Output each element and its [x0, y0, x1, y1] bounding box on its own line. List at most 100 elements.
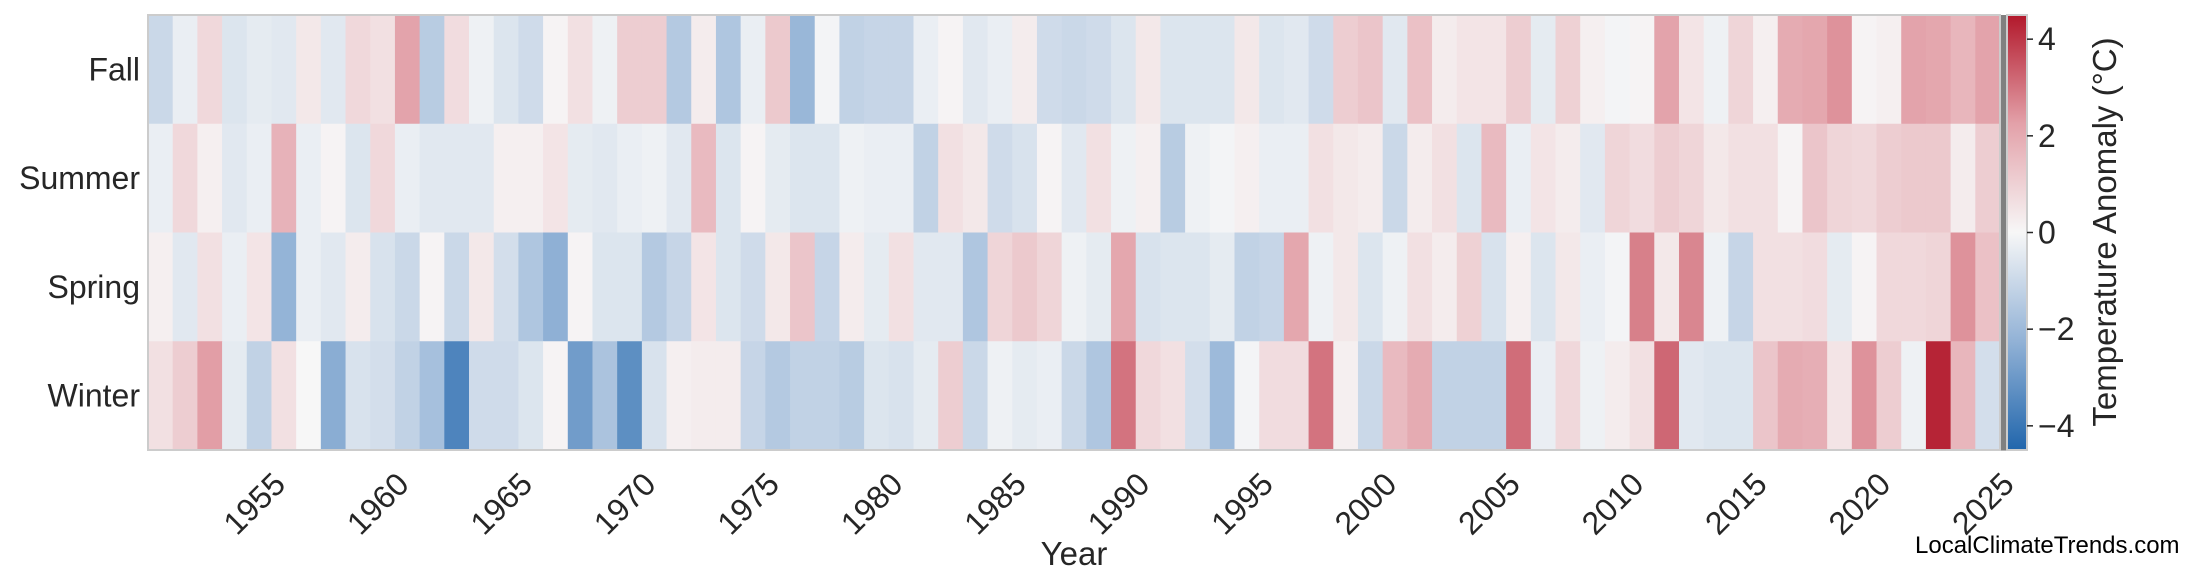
heatmap-cell-winter-1968: [567, 341, 594, 451]
heatmap-cell-winter-1995: [1234, 341, 1260, 451]
heatmap-cell-spring-1984: [962, 232, 989, 342]
heatmap-cell-fall-2005: [1481, 15, 1507, 125]
heatmap-cell-summer-2015: [1728, 123, 1754, 234]
heatmap-cell-summer-1951: [148, 123, 174, 234]
heatmap-cell-winter-1992: [1160, 341, 1186, 451]
heatmap-cell-fall-1979: [839, 15, 865, 125]
heatmap-cell-spring-2014: [1703, 232, 1729, 342]
heatmap-cell-summer-1961: [394, 123, 421, 234]
x-tick-1965: 1965: [463, 466, 539, 542]
colorbar-tick-label: 2: [2038, 118, 2056, 154]
x-tick-1980: 1980: [834, 466, 910, 542]
row-label-fall: Fall: [88, 51, 140, 87]
heatmap-cell-summer-1979: [839, 123, 865, 234]
heatmap-cell-winter-2021: [1876, 341, 1902, 451]
heatmap-cell-spring-2015: [1728, 232, 1754, 342]
heatmap-cell-winter-2001: [1382, 341, 1408, 451]
heatmap-cell-summer-1973: [691, 123, 717, 234]
heatmap-cell-summer-2023: [1925, 123, 1952, 234]
heatmap-cell-spring-1982: [913, 232, 939, 342]
heatmap-cell-fall-1996: [1259, 15, 1285, 125]
heatmap-cell-spring-1960: [370, 232, 396, 342]
heatmap-cell-spring-1992: [1160, 232, 1186, 342]
heatmap-cell-fall-1980: [864, 15, 890, 125]
heatmap-cell-summer-1956: [271, 123, 297, 234]
heatmap-cell-summer-1985: [987, 123, 1013, 234]
heatmap-cell-winter-1989: [1086, 341, 1112, 451]
heatmap-cell-winter-2018: [1802, 341, 1828, 451]
heatmap-cell-winter-1979: [839, 341, 865, 451]
heatmap-cell-fall-1976: [765, 15, 791, 125]
heatmap-cell-spring-2013: [1678, 232, 1705, 342]
heatmap-cell-summer-2024: [1950, 123, 1976, 234]
colorbar: 4 2 0 −2 −4 Temperature Anomaly (°C): [2006, 14, 2123, 451]
heatmap-cell-spring-2008: [1555, 232, 1581, 342]
heatmap-cell-winter-2008: [1555, 341, 1581, 451]
heatmap-cell-spring-1955: [246, 232, 273, 342]
heatmap-cell-fall-1956: [271, 15, 297, 125]
heatmap-cell-spring-2002: [1407, 232, 1433, 342]
heatmap-cell-fall-1990: [1111, 15, 1137, 125]
heatmap-cell-summer-2021: [1876, 123, 1902, 234]
heatmap-cell-fall-2008: [1555, 15, 1581, 125]
heatmap-cell-winter-2007: [1530, 341, 1557, 451]
heatmap-cell-fall-1987: [1036, 15, 1063, 125]
heatmap-cell-fall-1981: [888, 15, 915, 125]
x-tick-2015: 2015: [1698, 466, 1774, 542]
heatmap-cell-fall-2004: [1456, 15, 1483, 125]
heatmap-cell-fall-1974: [715, 15, 742, 125]
heatmap-cell-summer-1986: [1012, 123, 1038, 234]
heatmap-cell-winter-1972: [666, 341, 692, 451]
heatmap-cell-summer-1992: [1160, 123, 1186, 234]
heatmap-cell-winter-2022: [1901, 341, 1927, 451]
colorbar-tick-label: 4: [2038, 21, 2056, 57]
heatmap-cell-winter-1976: [765, 341, 791, 451]
heatmap-cell-summer-2010: [1604, 123, 1631, 234]
heatmap-cell-fall-1961: [394, 15, 421, 125]
heatmap-cell-winter-1974: [715, 341, 742, 451]
row-label-summer: Summer: [19, 160, 140, 196]
heatmap-cell-winter-2017: [1777, 341, 1804, 451]
heatmap-cell-fall-1997: [1283, 15, 1310, 125]
heatmap-cell-spring-1973: [691, 232, 717, 342]
heatmap-cell-fall-2014: [1703, 15, 1729, 125]
heatmap-cell-spring-1976: [765, 232, 791, 342]
heatmap-cell-summer-2012: [1654, 123, 1680, 234]
heatmap-cell-spring-1998: [1308, 232, 1334, 342]
heatmap-cell-spring-1989: [1086, 232, 1112, 342]
heatmap-cell-winter-1958: [320, 341, 347, 451]
heatmap-cells: [148, 15, 2026, 451]
heatmap-cell-fall-1952: [172, 15, 198, 125]
heatmap-cell-spring-2010: [1604, 232, 1631, 342]
heatmap-cell-winter-1960: [370, 341, 396, 451]
heatmap-cell-summer-1966: [518, 123, 544, 234]
x-tick-1995: 1995: [1204, 466, 1280, 542]
heatmap-cell-summer-1998: [1308, 123, 1334, 234]
heatmap-cell-winter-2006: [1506, 341, 1532, 451]
heatmap-cell-summer-1990: [1111, 123, 1137, 234]
heatmap-cell-summer-1988: [1061, 123, 1087, 234]
heatmap-cell-winter-2019: [1827, 341, 1853, 451]
heatmap-cell-spring-2024: [1950, 232, 1976, 342]
heatmap-cell-spring-2019: [1827, 232, 1853, 342]
heatmap-cell-summer-1957: [296, 123, 322, 234]
heatmap-cell-spring-1985: [987, 232, 1013, 342]
heatmap-cell-spring-1975: [740, 232, 766, 342]
heatmap-cell-spring-2003: [1432, 232, 1458, 342]
heatmap-cell-fall-2018: [1802, 15, 1828, 125]
heatmap-cell-winter-1982: [913, 341, 939, 451]
x-tick-labels: 1955 1960 1965 1970 1975 1980 1985 1990 1995 2000…: [216, 466, 2020, 542]
heatmap-cell-summer-1989: [1086, 123, 1112, 234]
heatmap-cell-winter-1997: [1283, 341, 1310, 451]
colorbar-gradient: [2007, 15, 2027, 450]
heatmap-cell-summer-2013: [1678, 123, 1705, 234]
colorbar-ticks: 4 2 0 −2 −4: [2027, 21, 2074, 444]
heatmap-cell-fall-1963: [444, 15, 470, 125]
heatmap-cell-spring-1966: [518, 232, 544, 342]
heatmap-cell-fall-1982: [913, 15, 939, 125]
heatmap-cell-spring-1965: [493, 232, 519, 342]
heatmap-cell-fall-1971: [641, 15, 668, 125]
heatmap-cell-summer-2014: [1703, 123, 1729, 234]
heatmap-cell-fall-1972: [666, 15, 692, 125]
heatmap-cell-summer-1967: [543, 123, 569, 234]
